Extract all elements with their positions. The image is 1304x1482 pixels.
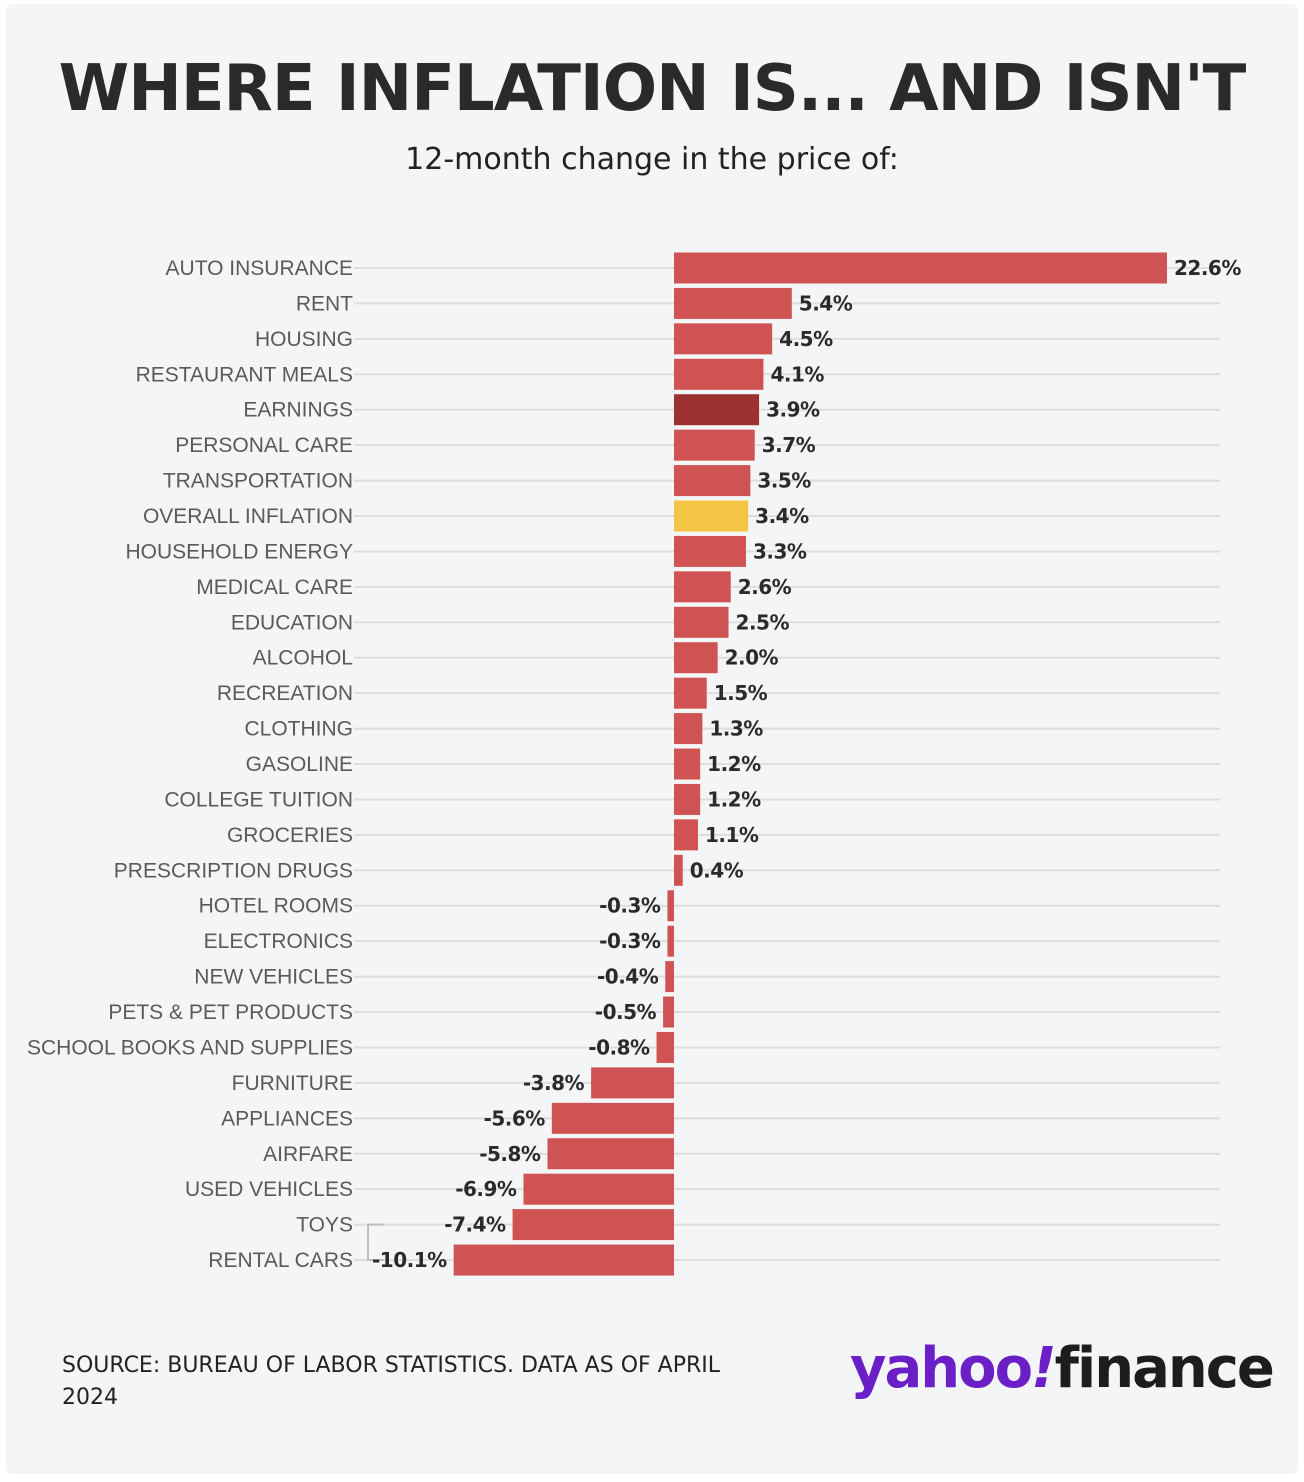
value-label-personal-care: 3.7%: [762, 433, 816, 457]
category-label-college-tuition: COLLEGE TUITION: [164, 788, 353, 811]
bar-gasoline: [674, 748, 701, 780]
bar-chart: AUTO INSURANCE RENT HOUSING RESTAURANT MEAL…: [27, 252, 1242, 1276]
value-label-school-books-and-supplies: -0.8%: [588, 1035, 650, 1059]
category-label-prescription-drugs: PRESCRIPTION DRUGS: [114, 859, 353, 882]
bar-airfare: [547, 1138, 674, 1170]
value-label-electronics: -0.3%: [599, 929, 661, 953]
category-label-used-vehicles: USED VEHICLES: [185, 1178, 353, 1201]
category-label-appliances: APPLIANCES: [221, 1107, 353, 1130]
bar-clothing: [674, 713, 703, 745]
category-label-hotel-rooms: HOTEL ROOMS: [199, 895, 353, 918]
bar-transportation: [674, 465, 751, 497]
bar-used-vehicles: [523, 1173, 674, 1205]
category-label-clothing: CLOTHING: [244, 718, 353, 741]
bar-education: [674, 606, 729, 638]
bar-rent: [674, 287, 792, 319]
label-bracket: [367, 1223, 384, 1262]
chart-title: WHERE INFLATION IS... AND ISN'T: [58, 52, 1247, 126]
bar-new-vehicles: [665, 961, 674, 993]
bar-personal-care: [674, 429, 755, 461]
bar-rental-cars: [453, 1244, 674, 1276]
value-label-medical-care: 2.6%: [738, 575, 792, 599]
category-label-education: EDUCATION: [231, 611, 353, 634]
value-label-airfare: -5.8%: [479, 1142, 541, 1166]
value-label-overall-inflation: 3.4%: [755, 504, 809, 528]
value-label-rent: 5.4%: [799, 291, 853, 315]
bar-toys: [512, 1209, 674, 1241]
category-label-rent: RENT: [296, 292, 353, 315]
yahoo-finance-logo: yahoo!finance: [850, 1336, 1275, 1401]
bar-household-energy: [674, 535, 746, 567]
value-label-gasoline: 1.2%: [707, 752, 761, 776]
value-label-toys: -7.4%: [444, 1213, 506, 1237]
category-label-groceries: GROCERIES: [227, 824, 353, 847]
bar-groceries: [674, 819, 698, 851]
bar-college-tuition: [674, 783, 701, 815]
category-label-rental-cars: RENTAL CARS: [208, 1249, 353, 1272]
category-label-electronics: ELECTRONICS: [204, 930, 353, 953]
bar-restaurant-meals: [674, 358, 764, 390]
logo-finance: finance: [1054, 1336, 1275, 1401]
value-label-furniture: -3.8%: [523, 1071, 585, 1095]
category-label-school-books-and-supplies: SCHOOL BOOKS AND SUPPLIES: [27, 1036, 353, 1059]
bar-hotel-rooms: [667, 890, 674, 922]
bar-housing: [674, 323, 773, 355]
logo-yahoo: yahoo: [850, 1336, 1033, 1401]
bar-school-books-and-supplies: [656, 1031, 674, 1063]
value-label-used-vehicles: -6.9%: [455, 1177, 517, 1201]
bar-earnings: [674, 394, 760, 426]
value-label-groceries: 1.1%: [705, 823, 759, 847]
category-label-gasoline: GASOLINE: [246, 753, 353, 776]
category-label-transportation: TRANSPORTATION: [163, 470, 353, 493]
category-label-housing: HOUSING: [255, 328, 353, 351]
category-label-toys: TOYS: [296, 1214, 353, 1237]
logo-exclamation: !: [1031, 1336, 1057, 1401]
value-label-hotel-rooms: -0.3%: [599, 894, 661, 918]
value-label-pets-pet-products: -0.5%: [595, 1000, 657, 1024]
category-label-restaurant-meals: RESTAURANT MEALS: [136, 363, 353, 386]
bar-prescription-drugs: [674, 854, 683, 886]
category-label-alcohol: ALCOHOL: [253, 647, 353, 670]
value-label-restaurant-meals: 4.1%: [770, 362, 824, 386]
bar-alcohol: [674, 642, 718, 674]
value-label-earnings: 3.9%: [766, 398, 820, 422]
bar-pets-pet-products: [663, 996, 674, 1028]
category-label-auto-insurance: AUTO INSURANCE: [166, 257, 353, 280]
value-label-rental-cars: -10.1%: [372, 1248, 447, 1272]
category-label-earnings: EARNINGS: [243, 399, 353, 422]
bar-auto-insurance: [674, 252, 1167, 284]
value-label-college-tuition: 1.2%: [707, 787, 761, 811]
bar-overall-inflation: [674, 500, 749, 532]
category-label-medical-care: MEDICAL CARE: [196, 576, 353, 599]
category-label-household-energy: HOUSEHOLD ENERGY: [125, 540, 353, 563]
category-label-airfare: AIRFARE: [263, 1143, 353, 1166]
value-label-recreation: 1.5%: [714, 681, 768, 705]
bar-electronics: [667, 925, 674, 957]
value-label-prescription-drugs: 0.4%: [690, 858, 744, 882]
category-label-pets-pet-products: PETS & PET PRODUCTS: [108, 1001, 353, 1024]
value-label-housing: 4.5%: [779, 327, 833, 351]
value-label-auto-insurance: 22.6%: [1174, 256, 1241, 280]
source-note: SOURCE: BUREAU OF LABOR STATISTICS. DATA…: [62, 1353, 721, 1410]
value-label-clothing: 1.3%: [709, 717, 763, 741]
value-label-appliances: -5.6%: [484, 1106, 546, 1130]
value-label-education: 2.5%: [736, 610, 790, 634]
chart-subtitle: 12-month change in the price of:: [405, 142, 899, 177]
category-label-furniture: FURNITURE: [232, 1072, 353, 1095]
value-label-household-energy: 3.3%: [753, 539, 807, 563]
bar-furniture: [591, 1067, 674, 1099]
value-label-transportation: 3.5%: [757, 469, 811, 493]
category-label-recreation: RECREATION: [217, 682, 353, 705]
bar-recreation: [674, 677, 707, 709]
category-label-overall-inflation: OVERALL INFLATION: [143, 505, 353, 528]
category-label-personal-care: PERSONAL CARE: [175, 434, 353, 457]
category-label-new-vehicles: NEW VEHICLES: [194, 966, 353, 989]
bar-medical-care: [674, 571, 731, 603]
value-label-alcohol: 2.0%: [725, 646, 779, 670]
value-label-new-vehicles: -0.4%: [597, 965, 659, 989]
bar-appliances: [551, 1102, 674, 1134]
